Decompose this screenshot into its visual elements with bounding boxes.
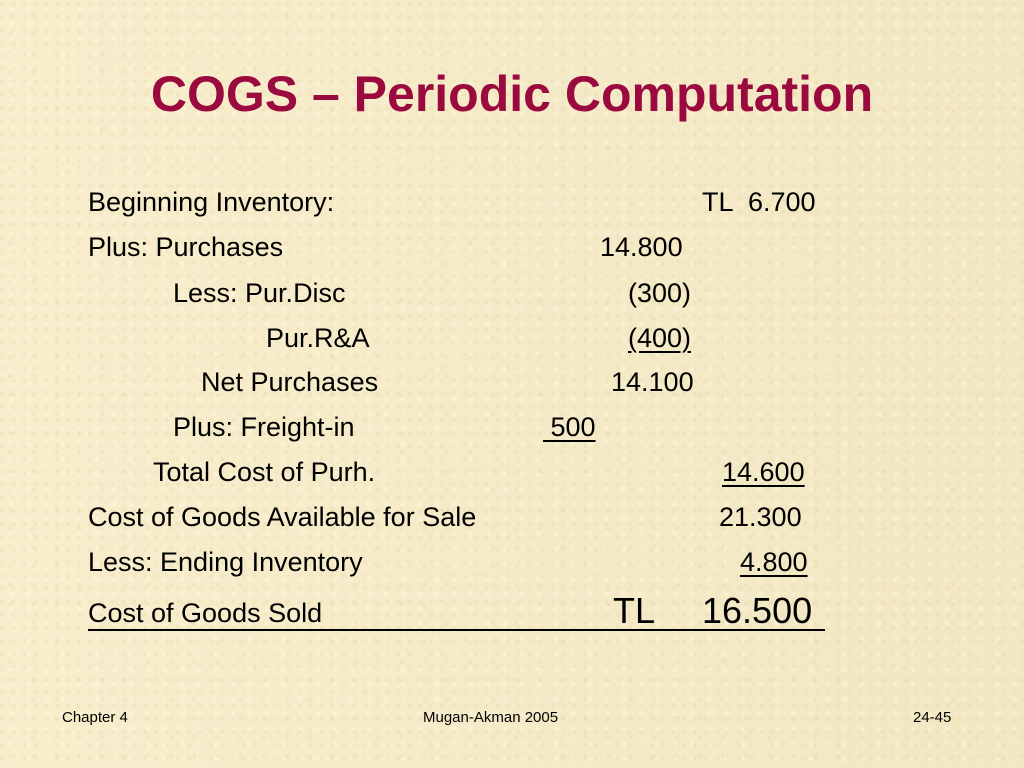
beginning-inventory-currency: TL	[702, 187, 734, 217]
cost-of-goods-sold-currency: TL	[613, 590, 656, 631]
less-pur-disc-label: Less: Pur.Disc	[173, 278, 346, 308]
pur-ra-amount: (400)	[628, 323, 692, 353]
footer-page-number: 24-45	[913, 709, 952, 726]
total-cost-purh-label: Total Cost of Purh.	[153, 457, 376, 487]
cost-of-goods-sold-underline	[88, 629, 825, 631]
plus-freight-in-label: Plus: Freight-in	[173, 412, 355, 442]
footer-author: Mugan-Akman 2005	[423, 709, 559, 726]
beginning-inventory-label: Beginning Inventory:	[88, 187, 335, 217]
footer-chapter: Chapter 4	[62, 709, 128, 726]
total-cost-purh-amount: 14.600	[722, 457, 805, 487]
beginning-inventory-amount: 6.700	[748, 187, 816, 217]
less-ending-inventory-label: Less: Ending Inventory	[88, 547, 363, 577]
cost-of-goods-sold-label: Cost of Goods Sold	[88, 598, 323, 628]
plus-purchases-amount: 14.800	[600, 232, 683, 262]
net-purchases-label: Net Purchases	[201, 367, 379, 397]
less-ending-inventory-amount: 4.800	[740, 547, 808, 577]
cogs-available-label: Cost of Goods Available for Sale	[88, 502, 477, 532]
plus-purchases-label: Plus: Purchases	[88, 232, 284, 262]
less-pur-disc-amount: (300)	[628, 278, 692, 308]
cogs-available-amount: 21.300	[719, 502, 802, 532]
pur-ra-label: Pur.R&A	[266, 323, 370, 353]
slide-title: COGS – Periodic Computation	[150, 66, 874, 122]
cost-of-goods-sold-amount: 16.500	[702, 590, 813, 631]
plus-freight-in-amount: 500	[543, 412, 596, 442]
net-purchases-amount: 14.100	[611, 367, 694, 397]
